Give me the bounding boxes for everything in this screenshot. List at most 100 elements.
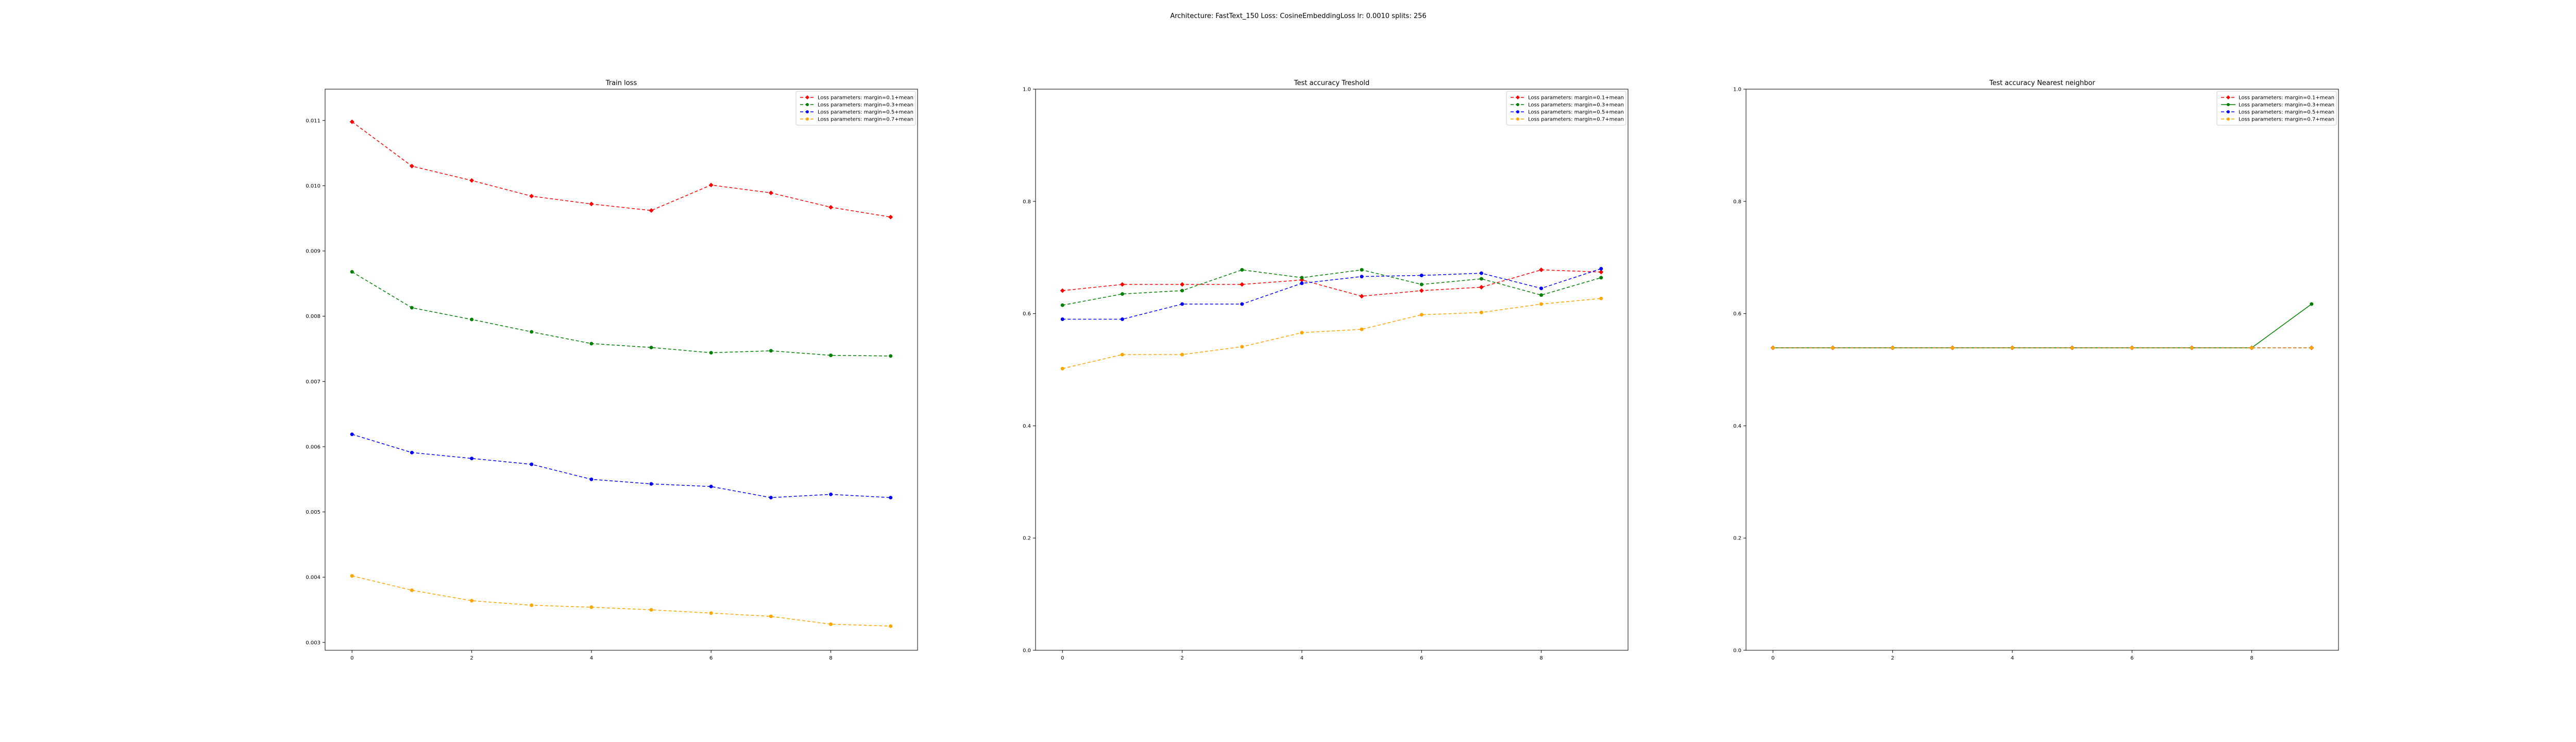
legend-marker: [2226, 95, 2230, 99]
data-point: [1539, 267, 1544, 273]
x-tick-label: 0: [1061, 655, 1064, 661]
y-tick-label: 0.004: [306, 575, 320, 581]
data-point: [889, 496, 893, 500]
data-point: [470, 317, 474, 322]
series-line: [351, 271, 891, 357]
data-point: [1300, 276, 1304, 280]
y-tick-label: 0.2: [1733, 536, 1741, 542]
data-point: [1240, 282, 1245, 287]
data-point: [829, 353, 833, 358]
data-point: [1479, 284, 1484, 290]
legend-marker: [806, 117, 809, 121]
data-point: [1060, 366, 1064, 370]
x-tick-label: 6: [2130, 655, 2133, 661]
data-point: [829, 492, 833, 496]
y-tick-label: 0.0: [1023, 648, 1031, 654]
data-point: [350, 574, 354, 578]
y-tick-label: 0.6: [1023, 311, 1031, 317]
data-point: [530, 462, 534, 466]
data-point: [2250, 346, 2254, 350]
y-tick-label: 0.007: [306, 379, 320, 385]
data-point: [470, 457, 474, 461]
x-tick-label: 0: [350, 655, 353, 661]
legend-marker: [1516, 95, 1520, 99]
data-point: [2010, 346, 2014, 350]
data-point: [1120, 292, 1124, 296]
data-point: [769, 496, 773, 500]
data-point: [1300, 331, 1304, 335]
data-point: [409, 163, 414, 168]
x-tick-label: 8: [2250, 655, 2253, 661]
data-point: [529, 194, 534, 199]
data-point: [1180, 352, 1184, 357]
data-point: [708, 182, 714, 188]
series-line: [352, 434, 891, 498]
y-tick-label: 0.009: [306, 249, 320, 255]
data-point: [1359, 294, 1364, 299]
series-line: [1773, 303, 2312, 348]
data-point: [1599, 296, 1603, 300]
legend-label: Loss parameters: margin=0.1+mean: [1528, 95, 1624, 101]
x-tick-label: 2: [1180, 655, 1183, 661]
x-tick-label: 2: [1891, 655, 1894, 661]
y-tick-label: 0.011: [306, 118, 320, 124]
y-tick-label: 0.010: [306, 183, 320, 189]
data-point: [1180, 302, 1184, 306]
data-point: [649, 482, 653, 486]
data-point: [349, 119, 354, 124]
data-point: [709, 611, 713, 615]
figure-suptitle: Architecture: FastText_150 Loss: CosineE…: [1170, 12, 1427, 20]
data-point: [1120, 317, 1124, 321]
legend-marker: [2227, 103, 2230, 106]
chart-test-accuracy-nearest-neighbor: Test accuracy Nearest neighbor 0 2 4 6 8 0.0 0.…: [1733, 79, 2339, 661]
legend-label: Loss parameters: margin=0.5+mean: [1528, 110, 1624, 115]
data-point: [1599, 276, 1603, 280]
data-point: [889, 624, 893, 628]
data-point: [1240, 268, 1244, 272]
legend-label: Loss parameters: margin=0.1+mean: [818, 95, 913, 101]
data-point: [1479, 310, 1483, 314]
legend-label: Loss parameters: margin=0.5+mean: [818, 110, 913, 115]
data-point: [2310, 302, 2314, 306]
y-tick-label: 1.0: [1023, 87, 1031, 93]
data-point: [350, 270, 354, 274]
data-point: [589, 477, 594, 481]
data-point: [410, 306, 414, 310]
y-tick-label: 0.4: [1733, 424, 1741, 429]
x-tick-label: 8: [1539, 655, 1543, 661]
y-tick-label: 0.005: [306, 510, 320, 515]
data-point: [1891, 346, 1895, 350]
data-point: [410, 588, 414, 593]
chart-title: Train loss: [605, 79, 637, 87]
y-tick-label: 1.0: [1733, 87, 1741, 93]
series-line: [352, 575, 891, 627]
data-point: [649, 208, 654, 213]
data-point: [1300, 281, 1304, 285]
data-point: [829, 622, 833, 626]
x-tick-label: 8: [829, 655, 832, 661]
data-point: [1951, 346, 1955, 350]
data-point: [1599, 266, 1603, 271]
data-point: [649, 608, 653, 612]
data-point: [1120, 352, 1124, 357]
data-point: [350, 432, 354, 436]
series-line: [1062, 268, 1601, 320]
data-point: [1479, 277, 1483, 281]
data-point: [589, 342, 594, 346]
chart-train-loss: Train loss 0 2 4 6 8 0.003 0.004 0.005 0.006 0.007…: [306, 79, 918, 661]
y-tick-label: 0.006: [306, 444, 320, 450]
data-point: [589, 201, 594, 207]
data-point: [1419, 288, 1424, 293]
data-point: [1360, 327, 1364, 331]
data-point: [1240, 345, 1244, 349]
legend-marker: [1516, 103, 1519, 106]
y-tick-label: 0.6: [1733, 311, 1741, 317]
data-point: [1539, 293, 1544, 297]
data-point: [1240, 302, 1244, 306]
data-point: [1771, 346, 1775, 350]
legend-label: Loss parameters: margin=0.3+mean: [2239, 103, 2334, 108]
data-point: [470, 599, 474, 603]
data-point: [709, 484, 713, 488]
y-tick-label: 0.2: [1023, 536, 1031, 542]
